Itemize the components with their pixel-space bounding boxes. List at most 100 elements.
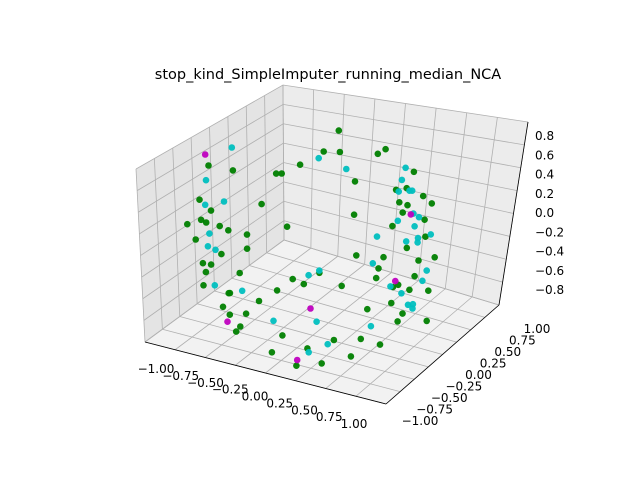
data-point	[272, 170, 280, 177]
data-point	[338, 282, 346, 290]
y-axis-line	[385, 304, 500, 405]
data-point	[399, 209, 407, 216]
data-point	[423, 317, 431, 325]
z-tick-label: 0.6	[535, 148, 554, 162]
data-point	[414, 234, 422, 242]
y-tick-label: −0.25	[445, 380, 482, 394]
data-point	[425, 287, 432, 295]
z-tick-label: −0.2	[535, 225, 564, 239]
gridline-left-y	[264, 95, 268, 253]
z-tick-label: −0.8	[535, 283, 564, 297]
data-point	[353, 252, 360, 259]
data-point	[421, 216, 428, 223]
data-point	[398, 290, 405, 297]
gridline-back-x	[417, 108, 437, 281]
gridline-floor-x	[295, 280, 419, 382]
data-point	[392, 277, 399, 285]
z-axis-line	[498, 121, 529, 306]
data-point	[206, 230, 213, 237]
data-point	[202, 268, 210, 276]
data-point	[232, 328, 240, 335]
data-point	[404, 201, 411, 209]
y-tick-label: −0.75	[416, 403, 453, 417]
data-point	[207, 207, 215, 214]
data-point	[226, 311, 234, 319]
data-point	[431, 253, 439, 261]
data-point	[225, 289, 232, 297]
data-point	[207, 261, 215, 268]
x-tick-label: 0.75	[316, 410, 343, 424]
data-point	[380, 253, 387, 261]
data-point	[300, 280, 308, 288]
data-point	[369, 260, 377, 267]
data-point	[202, 176, 210, 184]
data-point	[415, 257, 422, 264]
tick-labels: −1.00−0.75−0.50−0.250.000.250.500.751.00…	[138, 129, 565, 431]
data-point	[394, 318, 401, 325]
data-point	[225, 227, 232, 234]
axes-lines	[144, 121, 529, 405]
data-point	[229, 167, 237, 174]
data-point	[419, 277, 426, 285]
data-point	[382, 145, 389, 153]
data-point	[427, 231, 435, 238]
x-tick-label: −0.75	[162, 369, 199, 383]
gridline-z	[135, 84, 529, 170]
data-point	[279, 332, 286, 339]
data-point	[422, 233, 429, 240]
data-point	[428, 200, 436, 207]
data-point	[278, 170, 286, 177]
data-point	[313, 318, 320, 326]
gridline-floor-x	[325, 288, 446, 389]
data-point	[270, 317, 277, 325]
data-point	[243, 231, 251, 238]
data-point	[373, 233, 381, 240]
data-point	[324, 340, 332, 348]
y-tick-label: −0.50	[431, 391, 468, 405]
z-tick-label: −0.4	[535, 245, 564, 259]
data-point	[406, 286, 413, 294]
data-point	[283, 223, 291, 230]
chart-title: stop_kind_SimpleImputer_running_median_N…	[155, 67, 502, 83]
data-point	[388, 299, 395, 307]
y-tick-label: 0.25	[480, 357, 507, 371]
y-tick-label: 0.00	[465, 368, 492, 382]
data-point	[220, 198, 228, 205]
x-tick-label: 0.25	[266, 396, 293, 410]
data-point	[350, 211, 358, 218]
data-point	[347, 353, 355, 360]
data-point	[258, 200, 265, 208]
data-point	[236, 269, 243, 277]
data-point	[293, 356, 301, 364]
gridline-floor-y	[266, 252, 485, 318]
y-tick-label: −1.00	[402, 414, 439, 428]
data-point	[192, 236, 199, 243]
data-point	[237, 323, 244, 330]
data-point	[411, 272, 418, 280]
x-tick-label: −0.50	[187, 376, 224, 390]
data-point	[402, 164, 409, 172]
data-point	[394, 217, 402, 225]
pane-floor	[145, 240, 499, 404]
z-tick-label: 0.4	[535, 168, 554, 182]
gridline-left-y	[227, 116, 233, 279]
data-point	[273, 287, 281, 294]
data-point	[364, 305, 371, 313]
data-point	[396, 199, 403, 206]
x-tick-label: 1.00	[341, 417, 368, 431]
data-points	[184, 127, 439, 370]
data-point	[197, 216, 205, 224]
data-point	[201, 201, 209, 209]
data-point	[305, 271, 312, 279]
data-point	[376, 341, 384, 348]
gridline-floor-x	[355, 296, 473, 397]
y-tick-label: 0.75	[509, 334, 536, 348]
data-point	[296, 161, 304, 168]
data-point	[395, 188, 403, 195]
gridline-back-x	[444, 112, 468, 289]
data-point	[238, 287, 246, 295]
data-point	[202, 219, 210, 226]
x-tick-label: −0.25	[212, 383, 249, 397]
data-point	[219, 303, 227, 311]
data-point	[228, 144, 236, 151]
